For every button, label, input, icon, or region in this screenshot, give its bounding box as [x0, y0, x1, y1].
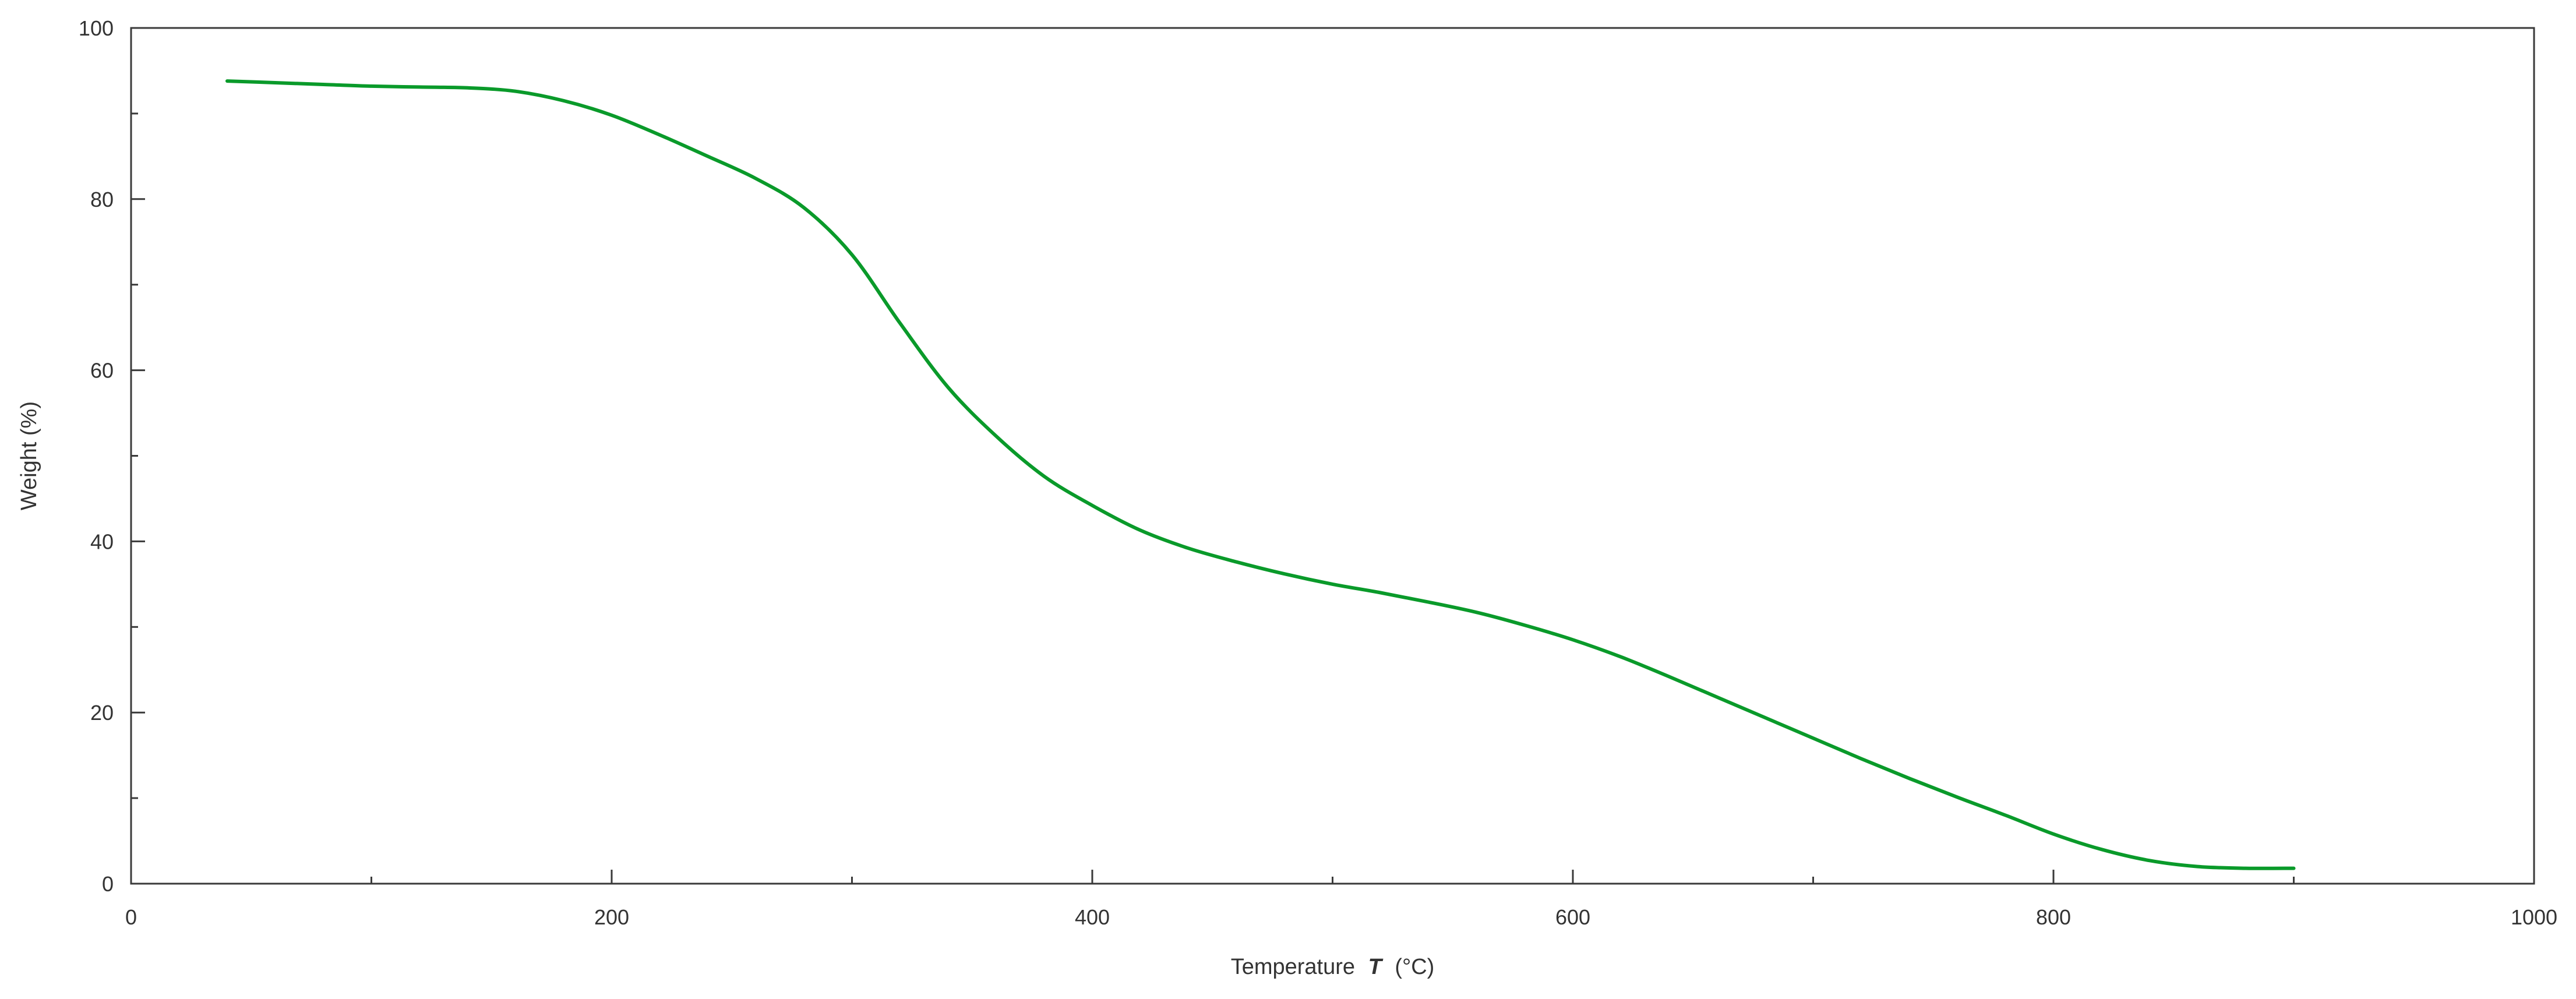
y-axis-label: Weight (%): [17, 401, 41, 510]
plot-frame: [130, 27, 2535, 885]
ticks-layer: [130, 27, 2535, 885]
x-tick-label: 400: [1075, 905, 1110, 929]
series-layer: [225, 79, 2296, 870]
x-axis-label: Temperature T (°C): [1231, 955, 1435, 979]
x-tick-label: 0: [125, 905, 137, 929]
x-tick-label: 1000: [2511, 905, 2557, 929]
y-tick-label: 40: [90, 529, 114, 553]
x-tick-label: 800: [2036, 905, 2071, 929]
x-axis-label-symbol: T: [1368, 955, 1384, 979]
y-tick-label: 0: [102, 872, 114, 896]
y-tick-label: 60: [90, 359, 114, 383]
tick-labels-layer: 0 200 400 600 800 1000 0 20 40 60 80 100: [79, 16, 2557, 929]
y-tick-label: 80: [90, 188, 114, 211]
y-tick-label: 20: [90, 701, 114, 725]
x-axis-label-text: Temperature: [1231, 955, 1355, 979]
weight-curve: [225, 79, 2296, 870]
x-tick-label: 600: [1555, 905, 1590, 929]
x-axis-label-unit: (°C): [1395, 955, 1434, 979]
y-tick-label: 100: [79, 16, 114, 40]
x-tick-label: 200: [594, 905, 629, 929]
